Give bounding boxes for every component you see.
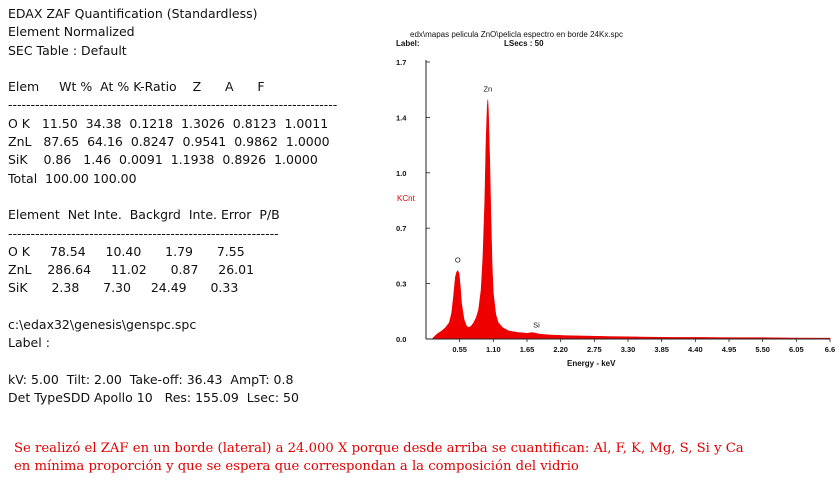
spectrum-plot [425,60,831,340]
report-line: Label : [8,335,50,351]
x-tick-label: 6.05 [789,345,804,354]
x-tick-label: 1.10 [486,345,501,354]
report-line: SiK 0.86 1.46 0.0091 1.1938 0.8926 1.000… [8,152,318,168]
peak-label: Zn [483,84,492,93]
report-line: Elem Wt % At % K-Ratio Z A F [8,79,265,95]
x-tick-label: 3.30 [621,345,636,354]
report-line: O K 11.50 34.38 0.1218 1.3026 0.8123 1.0… [8,115,329,131]
y-tick-label: 1.0 [396,169,406,178]
y-tick-label: 1.4 [396,113,407,122]
report-line: kV: 5.00 Tilt: 2.00 Take-off: 36.43 AmpT… [8,371,294,387]
x-tick-label: 0.55 [452,345,467,354]
report-line: c:\edax32\genesis\genspc.spc [8,317,197,333]
edx-spectrum-chart: edx\mapas pelicula ZnO\pelicla espectro … [396,30,835,368]
caption-line-2: en mínima proporción y que se espera que… [14,459,579,474]
quantification-report: EDAX ZAF Quantification (Standardless) El… [8,5,378,408]
report-line: EDAX ZAF Quantification (Standardless) [8,6,258,21]
caption-line-1: Se realizó el ZAF en un borde (lateral) … [14,441,744,456]
peak-labels: O Zn Si [455,84,540,329]
y-tick-label: 0.7 [396,224,406,233]
report-line: SEC Table : Default [8,42,127,58]
x-axis-label: Energy - keV [567,359,616,368]
x-tick-label: 6.6 [825,345,835,354]
report-line: Element Normalized [8,24,135,40]
x-tick-label: 1.65 [520,345,535,354]
y-tick-label: 1.7 [396,58,406,67]
spectrum-series [431,99,831,340]
report-line: ZnL 286.64 11.02 0.87 26.01 [8,262,255,278]
report-line: Element Net Inte. Backgrd Inte. Error P/… [8,207,280,223]
report-line: ----------------------------------------… [8,225,279,241]
report-line: O K 78.54 10.40 1.79 7.55 [8,243,245,259]
report-line: SiK 2.38 7.30 24.49 0.33 [8,280,239,296]
peak-label: O [455,256,461,265]
x-tick-label: 3.85 [654,345,669,354]
x-tick-label: 2.75 [587,345,602,354]
report-line [8,60,378,78]
y-ticks: 0.0 0.3 0.7 1.0 1.4 1.7 [396,58,430,344]
report-line: Det TypeSDD Apollo 10 Res: 155.09 Lsec: … [8,390,299,406]
report-line: Total 100.00 100.00 [8,170,137,186]
report-line [8,188,378,206]
report-line: ZnL 87.65 64.16 0.8247 0.9541 0.9862 1.0… [8,134,330,150]
report-line [8,353,378,371]
chart-title: edx\mapas pelicula ZnO\pelicla espectro … [410,30,623,39]
peak-label: Si [533,321,540,330]
report-line: ----------------------------------------… [8,97,338,113]
chart-lsecs: LSecs : 50 [504,39,544,48]
report-line [8,298,378,316]
x-ticks: 0.55 1.10 1.65 2.20 2.75 3.30 3.85 4.40 4.95 5.50… [452,339,835,354]
x-tick-label: 4.40 [688,345,703,354]
y-tick-label: 0.0 [396,335,406,344]
x-tick-label: 4.95 [722,345,737,354]
chart-label-field: Label: [396,39,420,48]
y-tick-label: 0.3 [396,280,406,289]
x-tick-label: 2.20 [553,345,568,354]
caption-note: Se realizó el ZAF en un borde (lateral) … [14,440,840,476]
x-tick-label: 5.50 [755,345,770,354]
y-axis-label: KCnt [397,194,416,203]
